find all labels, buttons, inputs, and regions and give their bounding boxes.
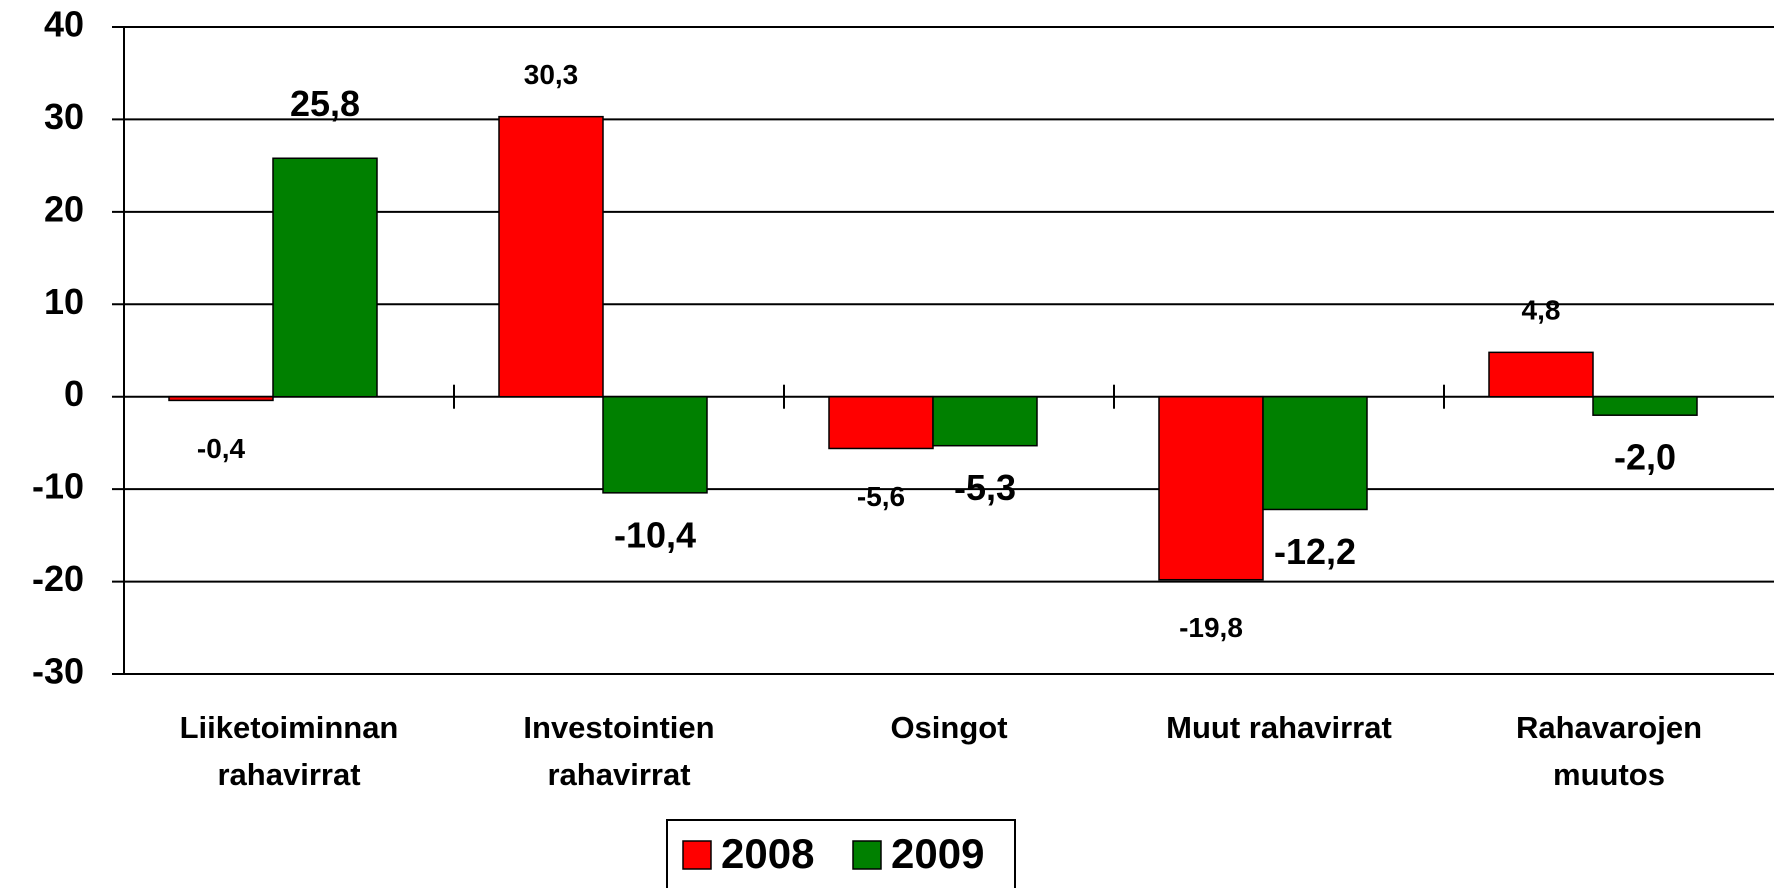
x-tick-label: Muut rahavirrat (1166, 710, 1392, 745)
legend-swatch (852, 840, 882, 870)
bar (602, 395, 708, 494)
data-label: -12,2 (1274, 531, 1356, 572)
x-tick-label: Osingot (890, 710, 1008, 745)
bar (932, 395, 1038, 447)
data-label: -0,4 (197, 433, 246, 464)
bar (1262, 395, 1368, 511)
y-tick-label: 20 (44, 188, 84, 229)
data-label: -2,0 (1614, 437, 1676, 478)
bar (272, 157, 378, 398)
x-tick-label: Investointien rahavirrat (523, 710, 715, 792)
x-tick-label: Liiketoiminnan rahavirrat (179, 710, 399, 792)
data-label: -5,3 (954, 467, 1016, 508)
legend-label: 2008 (721, 830, 814, 877)
bar (498, 115, 604, 398)
y-tick-label: 40 (44, 4, 84, 45)
bar (1488, 351, 1594, 398)
legend-swatch (682, 840, 712, 870)
data-label: -19,8 (1179, 612, 1243, 643)
data-label: 25,8 (290, 83, 360, 124)
y-tick-label: 10 (44, 281, 84, 322)
y-tick-label: -10 (32, 466, 84, 507)
bar (168, 395, 274, 402)
legend-label: 2009 (891, 830, 984, 877)
y-tick-label: 0 (64, 373, 84, 414)
y-tick-label: -20 (32, 558, 84, 599)
y-tick-label: -30 (32, 651, 84, 692)
data-label: 4,8 (1522, 295, 1561, 326)
bar (1158, 395, 1264, 581)
y-tick-label: 30 (44, 96, 84, 137)
x-tick-label: Rahavarojen muutos (1515, 710, 1703, 792)
data-label: -10,4 (614, 514, 696, 555)
bar (1592, 395, 1698, 416)
legend-box (666, 819, 1016, 888)
data-label: 30,3 (524, 59, 579, 90)
data-label: -5,6 (857, 481, 905, 512)
bar (828, 395, 934, 450)
